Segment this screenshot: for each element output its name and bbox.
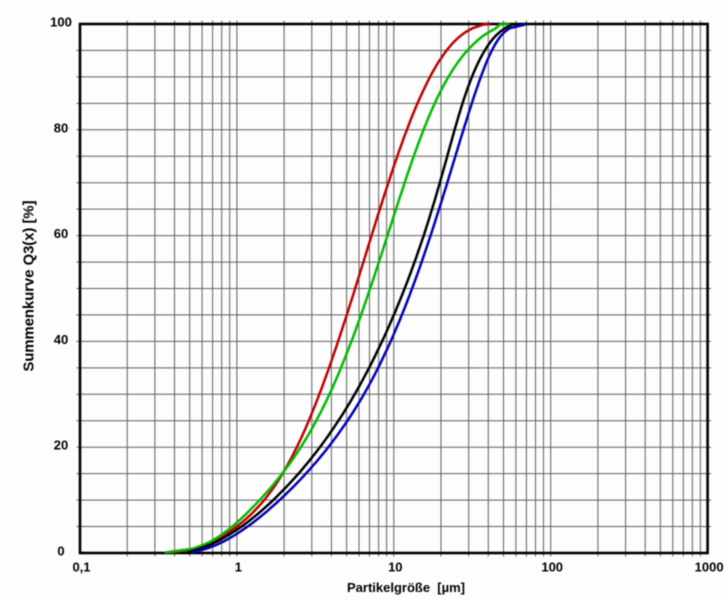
svg-text:1000: 1000 — [695, 560, 724, 575]
svg-text:40: 40 — [54, 332, 68, 347]
svg-text:Partikelgröße [µm]: Partikelgröße [µm] — [347, 580, 465, 595]
svg-text:10: 10 — [388, 560, 402, 575]
svg-text:0: 0 — [57, 544, 64, 559]
svg-text:80: 80 — [54, 120, 68, 135]
svg-text:0,1: 0,1 — [72, 560, 90, 575]
svg-text:Summenkurve Q3(x) [%]: Summenkurve Q3(x) [%] — [22, 200, 38, 371]
svg-text:100: 100 — [541, 560, 563, 575]
svg-text:1: 1 — [235, 560, 242, 575]
svg-text:100: 100 — [50, 15, 72, 30]
svg-text:20: 20 — [54, 438, 68, 453]
svg-text:60: 60 — [54, 226, 68, 241]
